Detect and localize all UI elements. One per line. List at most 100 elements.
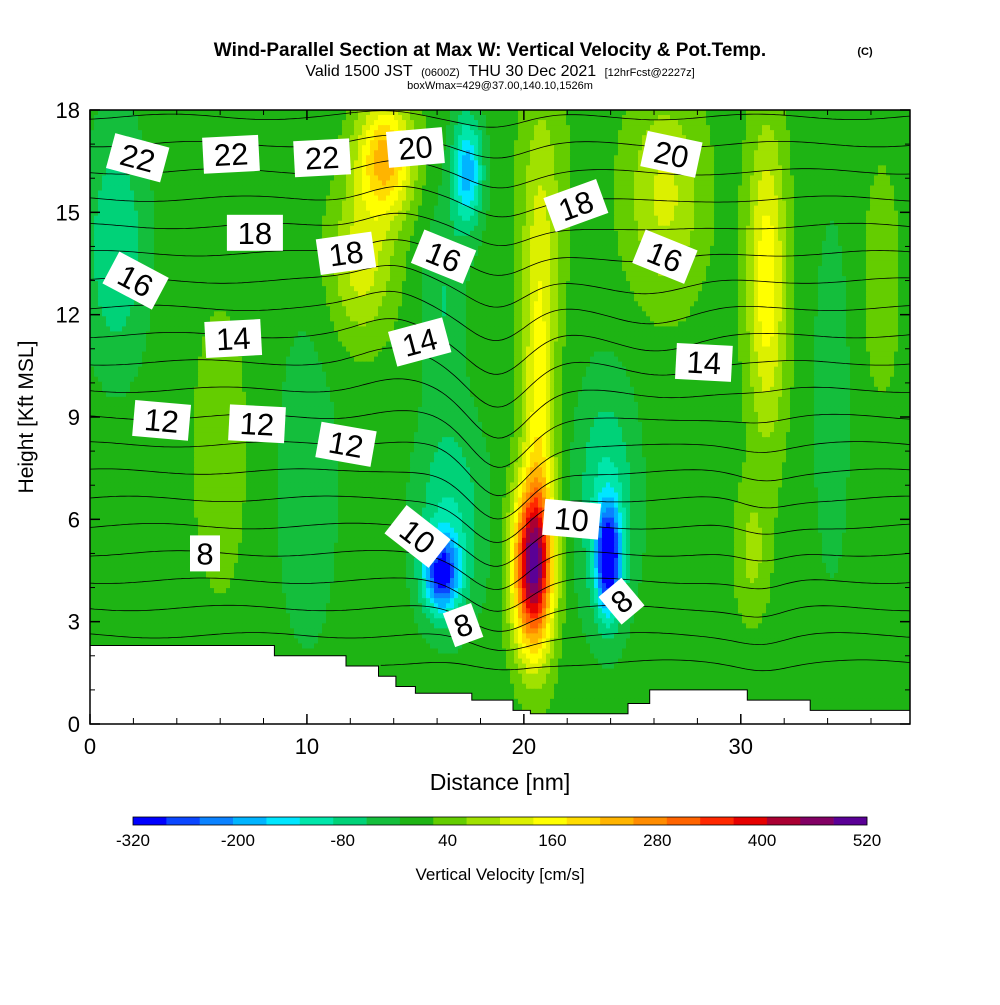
velocity-cell: [490, 180, 495, 187]
velocity-cell: [610, 150, 615, 156]
velocity-cell: [210, 225, 215, 232]
velocity-cell: [234, 130, 239, 136]
velocity-cell: [742, 215, 747, 222]
velocity-cell: [854, 215, 859, 222]
velocity-cell: [198, 160, 203, 166]
velocity-cell: [146, 220, 151, 227]
velocity-cell: [802, 200, 807, 207]
velocity-cell: [834, 175, 839, 182]
velocity-cell: [194, 175, 199, 182]
velocity-cell: [90, 140, 95, 146]
velocity-cell: [98, 140, 103, 146]
velocity-cell: [646, 170, 651, 177]
velocity-cell: [602, 130, 607, 136]
velocity-cell: [210, 215, 215, 222]
velocity-cell: [238, 130, 243, 136]
velocity-cell: [458, 135, 463, 141]
velocity-cell: [318, 175, 323, 182]
velocity-cell: [258, 120, 263, 126]
velocity-cell: [502, 220, 507, 227]
velocity-cell: [258, 210, 263, 217]
velocity-cell: [290, 115, 295, 121]
velocity-cell: [182, 230, 187, 237]
velocity-cell: [578, 150, 583, 156]
velocity-cell: [794, 215, 799, 222]
velocity-cell: [426, 195, 431, 202]
velocity-cell: [474, 125, 479, 131]
velocity-cell: [626, 215, 631, 222]
velocity-cell: [286, 155, 291, 161]
velocity-cell: [334, 230, 339, 237]
velocity-cell: [602, 140, 607, 146]
velocity-cell: [314, 215, 319, 222]
velocity-cell: [174, 170, 179, 177]
velocity-cell: [218, 190, 223, 197]
velocity-cell: [174, 210, 179, 217]
velocity-cell: [278, 115, 283, 121]
velocity-cell: [510, 160, 515, 166]
velocity-cell: [722, 215, 727, 222]
velocity-cell: [478, 205, 483, 212]
velocity-cell: [322, 125, 327, 131]
velocity-cell: [374, 170, 379, 177]
velocity-cell: [798, 185, 803, 192]
velocity-cell: [294, 115, 299, 121]
velocity-cell: [354, 185, 359, 192]
velocity-cell: [330, 205, 335, 212]
velocity-cell: [450, 160, 455, 166]
velocity-cell: [542, 225, 547, 232]
velocity-cell: [306, 125, 311, 131]
velocity-cell: [638, 185, 643, 192]
velocity-cell: [430, 205, 435, 212]
velocity-cell: [602, 190, 607, 197]
velocity-cell: [490, 165, 495, 171]
velocity-cell: [366, 140, 371, 146]
velocity-cell: [370, 130, 375, 136]
velocity-cell: [874, 120, 879, 126]
velocity-cell: [798, 220, 803, 227]
velocity-cell: [606, 225, 611, 232]
velocity-cell: [642, 110, 647, 116]
velocity-cell: [794, 175, 799, 182]
velocity-cell: [614, 220, 619, 227]
velocity-cell: [666, 170, 671, 177]
velocity-cell: [746, 120, 751, 126]
velocity-cell: [194, 145, 199, 151]
velocity-cell: [366, 130, 371, 136]
velocity-cell: [518, 190, 523, 197]
velocity-cell: [758, 140, 763, 146]
velocity-cell: [546, 175, 551, 182]
velocity-cell: [146, 210, 151, 217]
velocity-cell: [846, 200, 851, 207]
velocity-cell: [426, 180, 431, 187]
velocity-cell: [506, 125, 511, 131]
velocity-cell: [222, 230, 227, 237]
velocity-cell: [882, 150, 887, 156]
velocity-cell: [266, 195, 271, 202]
velocity-cell: [494, 200, 499, 207]
velocity-cell: [694, 180, 699, 187]
velocity-cell: [202, 175, 207, 182]
velocity-cell: [746, 165, 751, 171]
velocity-cell: [426, 185, 431, 192]
velocity-cell: [554, 125, 559, 131]
velocity-cell: [858, 160, 863, 166]
velocity-cell: [754, 140, 759, 146]
velocity-cell: [694, 135, 699, 141]
velocity-cell: [366, 180, 371, 187]
velocity-cell: [670, 130, 675, 136]
velocity-cell: [522, 135, 527, 141]
velocity-cell: [862, 145, 867, 151]
velocity-cell: [590, 225, 595, 232]
velocity-cell: [778, 130, 783, 136]
velocity-cell: [598, 225, 603, 232]
velocity-cell: [118, 180, 123, 187]
velocity-cell: [434, 225, 439, 232]
velocity-cell: [614, 180, 619, 187]
velocity-cell: [658, 130, 663, 136]
velocity-cell: [338, 220, 343, 227]
velocity-cell: [94, 200, 99, 207]
velocity-cell: [434, 120, 439, 126]
velocity-cell: [282, 190, 287, 197]
velocity-cell: [570, 180, 575, 187]
